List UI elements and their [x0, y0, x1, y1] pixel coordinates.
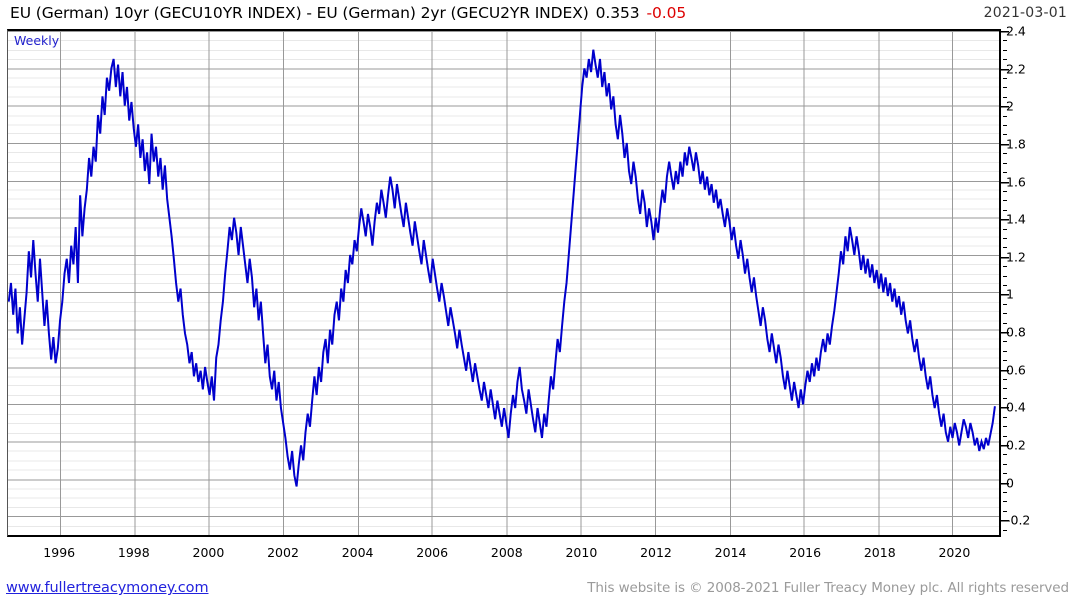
chart-series-line [8, 49, 996, 487]
header-date: 2021-03-01 [983, 5, 1067, 21]
y-axis-tick-label: 1.2 [1006, 249, 1026, 265]
y-axis-tick-label: 0.6 [1006, 362, 1026, 378]
y-axis-tick-label: 1.4 [1006, 211, 1026, 227]
x-axis-tick-label: 2008 [490, 545, 523, 560]
x-axis-tick-label: 2000 [192, 545, 225, 560]
x-axis-tick-label: 2016 [789, 545, 822, 560]
change-value: -0.05 [646, 4, 687, 22]
title-group: EU (German) 10yr (GECU10YR INDEX) - EU (… [10, 4, 686, 22]
page-title: EU (German) 10yr (GECU10YR INDEX) - EU (… [10, 4, 589, 22]
x-axis-tick-label: 2018 [863, 545, 896, 560]
y-axis-tick-label: -0.2 [1006, 512, 1031, 528]
last-value: 0.353 [595, 4, 640, 22]
x-axis-tick-label: 1998 [117, 545, 150, 560]
chart-plot-area: Weekly [7, 29, 1001, 537]
x-axis-tick-label: 2012 [640, 545, 672, 560]
y-axis-tick-label: 1.8 [1006, 136, 1026, 152]
x-axis-tick-label: 2006 [416, 545, 449, 560]
x-axis-tick-label: 2020 [938, 545, 971, 560]
x-axis-tick-label: 2002 [267, 545, 299, 560]
copyright-text: This website is © 2008-2021 Fuller Treac… [587, 580, 1069, 596]
x-axis-tick-label: 2010 [565, 545, 598, 560]
site-url-link[interactable]: www.fullertreacymoney.com [6, 580, 209, 596]
y-axis-tick-label: 1.6 [1006, 174, 1026, 190]
frequency-label: Weekly [14, 33, 60, 48]
y-axis-tick-label: 1 [1006, 286, 1014, 302]
x-axis-labels: 1996 1998 2000 2002 2004 2006 2008 2010 2012 2014… [0, 545, 1075, 567]
chart-header: EU (German) 10yr (GECU10YR INDEX) - EU (… [0, 0, 1075, 26]
y-axis-tick-label: 2.2 [1006, 61, 1026, 77]
y-axis-tick-label: 0.8 [1006, 324, 1026, 340]
x-axis-tick-label: 2014 [714, 545, 747, 560]
y-axis-tick-label: 2 [1006, 98, 1014, 114]
y-axis-tick-label: 0.2 [1006, 437, 1026, 453]
x-axis-tick-label: 2004 [341, 545, 374, 560]
y-axis-tick-label: 0.4 [1006, 399, 1026, 415]
y-axis-labels: -0.2 0 0.2 0.4 0.6 0.8 1 1.2 1.4 1.6 1.8 2 2.2 2.4 [1006, 24, 1075, 539]
chart-footer: www.fullertreacymoney.com This website i… [0, 576, 1075, 600]
y-axis-ticks [1001, 30, 1009, 531]
y-axis-tick-label: 0 [1006, 475, 1014, 491]
y-axis-tick-label: 2.4 [1006, 23, 1026, 39]
x-axis-tick-label: 1996 [43, 545, 76, 560]
